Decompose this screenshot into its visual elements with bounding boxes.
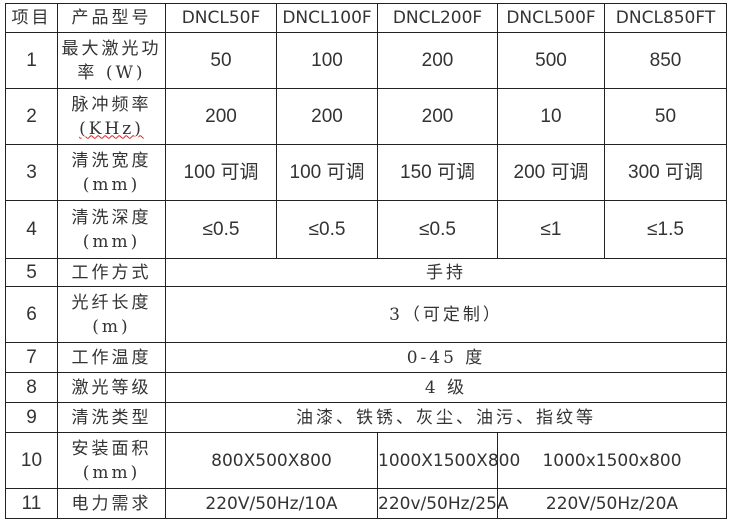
row-number: 2: [5, 88, 58, 145]
label-line: (KHz): [79, 118, 144, 139]
table-row: 4 清洗深度 (mm) ≤0.5 ≤0.5 ≤0.5 ≤1 ≤1.5: [5, 200, 727, 259]
row-value: 220v/50Hz/25A: [377, 488, 509, 519]
row-value: 150 可调: [377, 144, 498, 201]
label-line: 工作温度: [71, 347, 152, 368]
row-number: 4: [5, 200, 58, 259]
row-value: ≤0.5: [377, 200, 498, 259]
label-line: (m): [92, 316, 131, 337]
row-label: 清洗深度 (mm): [57, 200, 166, 259]
row-value: 油漆、铁锈、灰尘、油污、指纹等: [165, 402, 727, 433]
row-number: 11: [5, 488, 58, 519]
header-row: 项目 产品型号 DNCL50F DNCL100F DNCL200F DNCL50…: [5, 3, 727, 33]
label-line: 电力需求: [71, 493, 152, 514]
row-label: 最大激光功率 (W): [57, 32, 166, 89]
row-number: 3: [5, 144, 58, 201]
row-number: 8: [5, 372, 58, 403]
model-header: DNCL50F: [165, 3, 277, 33]
table-row: 6 光纤长度 (m) 3（可定制）: [5, 286, 727, 343]
label-line: 最大激光功: [61, 38, 162, 59]
row-number: 7: [5, 342, 58, 373]
row-value: 1000X1500X800: [377, 432, 520, 489]
spec-table: 项目 产品型号 DNCL50F DNCL100F DNCL200F DNCL50…: [5, 3, 727, 519]
table-row: 10 安装面积 (mm) 800X500X800 1000X1500X800 1000x1…: [5, 432, 727, 489]
row-value: 300 可调: [604, 144, 727, 201]
row-label: 安装面积 (mm): [57, 432, 166, 489]
label-line: 光纤长度: [71, 292, 152, 313]
row-value: 50: [165, 32, 277, 89]
row-value: ≤0.5: [276, 200, 378, 259]
row-label: 工作方式: [57, 258, 166, 287]
row-value: ≤0.5: [165, 200, 277, 259]
table-row: 11 电力需求 220V/50Hz/10A 220v/50Hz/25A 220V/50H…: [5, 488, 727, 519]
model-header: DNCL100F: [276, 3, 378, 33]
row-value: 100: [276, 32, 378, 89]
table-row: 2 脉冲频率 (KHz) 200 200 200 10 50: [5, 88, 727, 145]
row-value: 1000x1500x800: [497, 432, 727, 489]
row-value: 50: [604, 88, 727, 145]
table-row: 3 清洗宽度 (mm) 100 可调 100 可调 150 可调 200 可调 300 可调: [5, 144, 727, 201]
row-label: 电力需求: [57, 488, 166, 519]
row-value: 200 可调: [497, 144, 605, 201]
row-value: 0-45 度: [165, 342, 727, 373]
header-item: 项目: [5, 3, 58, 33]
row-value: 200: [377, 88, 498, 145]
label-line: 激光等级: [71, 377, 152, 398]
label-line: (mm): [82, 231, 141, 252]
label-line: 率 (W): [77, 62, 146, 83]
label-line: (mm): [82, 462, 141, 483]
row-value: 200: [377, 32, 498, 89]
table-row: 7 工作温度 0-45 度: [5, 342, 727, 373]
row-label: 清洗宽度 (mm): [57, 144, 166, 201]
model-header: DNCL850FT: [604, 3, 727, 33]
row-label: 工作温度: [57, 342, 166, 373]
row-value: 手持: [165, 258, 727, 287]
row-number: 5: [5, 258, 58, 287]
label-line: 安装面积: [71, 438, 152, 459]
row-number: 6: [5, 286, 58, 343]
row-value: 220V/50Hz/20A: [497, 488, 727, 519]
row-label: 清洗类型: [57, 402, 166, 433]
label-line: 工作方式: [71, 262, 152, 283]
table-row: 1 最大激光功率 (W) 50 100 200 500 850: [5, 32, 727, 89]
row-number: 9: [5, 402, 58, 433]
row-label: 激光等级: [57, 372, 166, 403]
table-row: 8 激光等级 4 级: [5, 372, 727, 403]
row-number: 10: [5, 432, 58, 489]
row-value: 3（可定制）: [165, 286, 727, 343]
row-value: 220V/50Hz/10A: [165, 488, 378, 519]
row-value: 200: [276, 88, 378, 145]
label-line: (mm): [82, 174, 141, 195]
row-value: 100 可调: [276, 144, 378, 201]
row-value: ≤1.5: [604, 200, 727, 259]
row-value: 200: [165, 88, 277, 145]
row-value: 500: [497, 32, 605, 89]
row-value: 100 可调: [165, 144, 277, 201]
label-line: 清洗深度: [71, 207, 152, 228]
model-header: DNCL500F: [497, 3, 605, 33]
label-line: 清洗类型: [71, 407, 152, 428]
header-model: 产品型号: [57, 3, 166, 33]
label-line: 清洗宽度: [71, 150, 152, 171]
row-value: 800X500X800: [165, 432, 378, 489]
row-number: 1: [5, 32, 58, 89]
row-label: 光纤长度 (m): [57, 286, 166, 343]
row-value: ≤1: [497, 200, 605, 259]
model-header: DNCL200F: [377, 3, 498, 33]
table-row: 5 工作方式 手持: [5, 258, 727, 287]
row-value: 4 级: [165, 372, 727, 403]
row-value: 850: [604, 32, 727, 89]
row-label: 脉冲频率 (KHz): [57, 88, 166, 145]
row-value: 10: [497, 88, 605, 145]
label-line: 脉冲频率: [71, 94, 152, 115]
table-row: 9 清洗类型 油漆、铁锈、灰尘、油污、指纹等: [5, 402, 727, 433]
